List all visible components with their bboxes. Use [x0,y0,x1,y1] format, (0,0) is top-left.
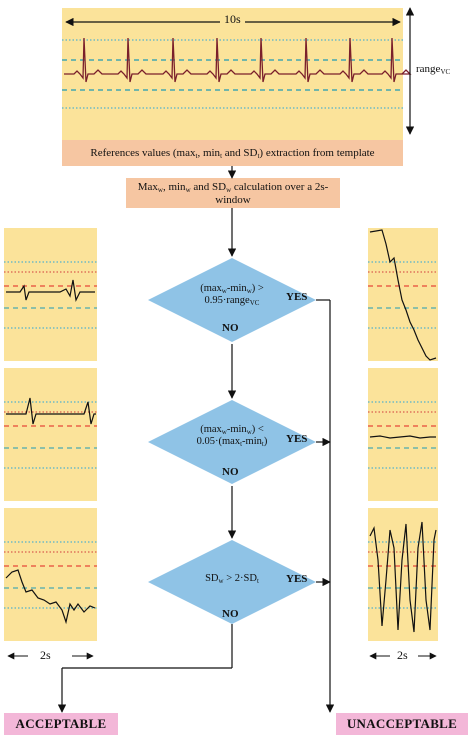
unacceptable-example-3 [368,508,438,641]
right-window-label: 2s [397,648,408,662]
window-calculation-box: Maxw, minw and SDw calculation over a 2s… [126,178,340,208]
acceptable-terminal: ACCEPTABLE [4,713,118,735]
acceptable-2-trace [6,397,96,425]
duration-label: 10s [220,12,245,27]
range-label: rangeVC [416,63,451,76]
reference-extraction-box: References values (maxt, mint and SDt) e… [62,140,403,166]
decision-diamond-3 [148,540,316,624]
decision-diamond-1 [148,258,316,342]
template-ecg-trace [64,37,412,83]
unacceptable-1-trace [369,229,437,361]
decision-3-text: SDw > 2·SDt [205,573,259,585]
unacceptable-3-trace [369,521,437,633]
decision-1-text: (maxw-minw) > 0.95·rangeVC [200,283,264,308]
unacceptable-2-trace [369,435,436,439]
unacceptable-terminal: UNACCEPTABLE [336,713,468,735]
left-window-label: 2s [40,648,51,662]
reference-text: References values (maxt, mint and SDt) e… [90,146,375,160]
unacceptable-example-1 [368,228,438,361]
decision-3-yes: YES [286,573,308,585]
decision-diamond-2 [148,400,316,484]
calculation-text: Maxw, minw and SDw calculation over a 2s… [137,180,329,206]
unacceptable-example-2 [368,368,438,501]
decision-2-yes: YES [286,433,308,445]
acceptable-example-1 [4,228,97,361]
decision-2-no: NO [222,466,239,478]
acceptable-3-trace [5,569,96,625]
decision-1-yes: YES [286,291,308,303]
acceptable-1-trace [6,279,95,302]
decision-3-no: NO [222,608,239,620]
decision-2-text: (maxw-minw) < 0.05·(maxt-mint) [196,424,268,449]
acceptable-example-2 [4,368,97,501]
decision-1-no: NO [222,322,239,334]
